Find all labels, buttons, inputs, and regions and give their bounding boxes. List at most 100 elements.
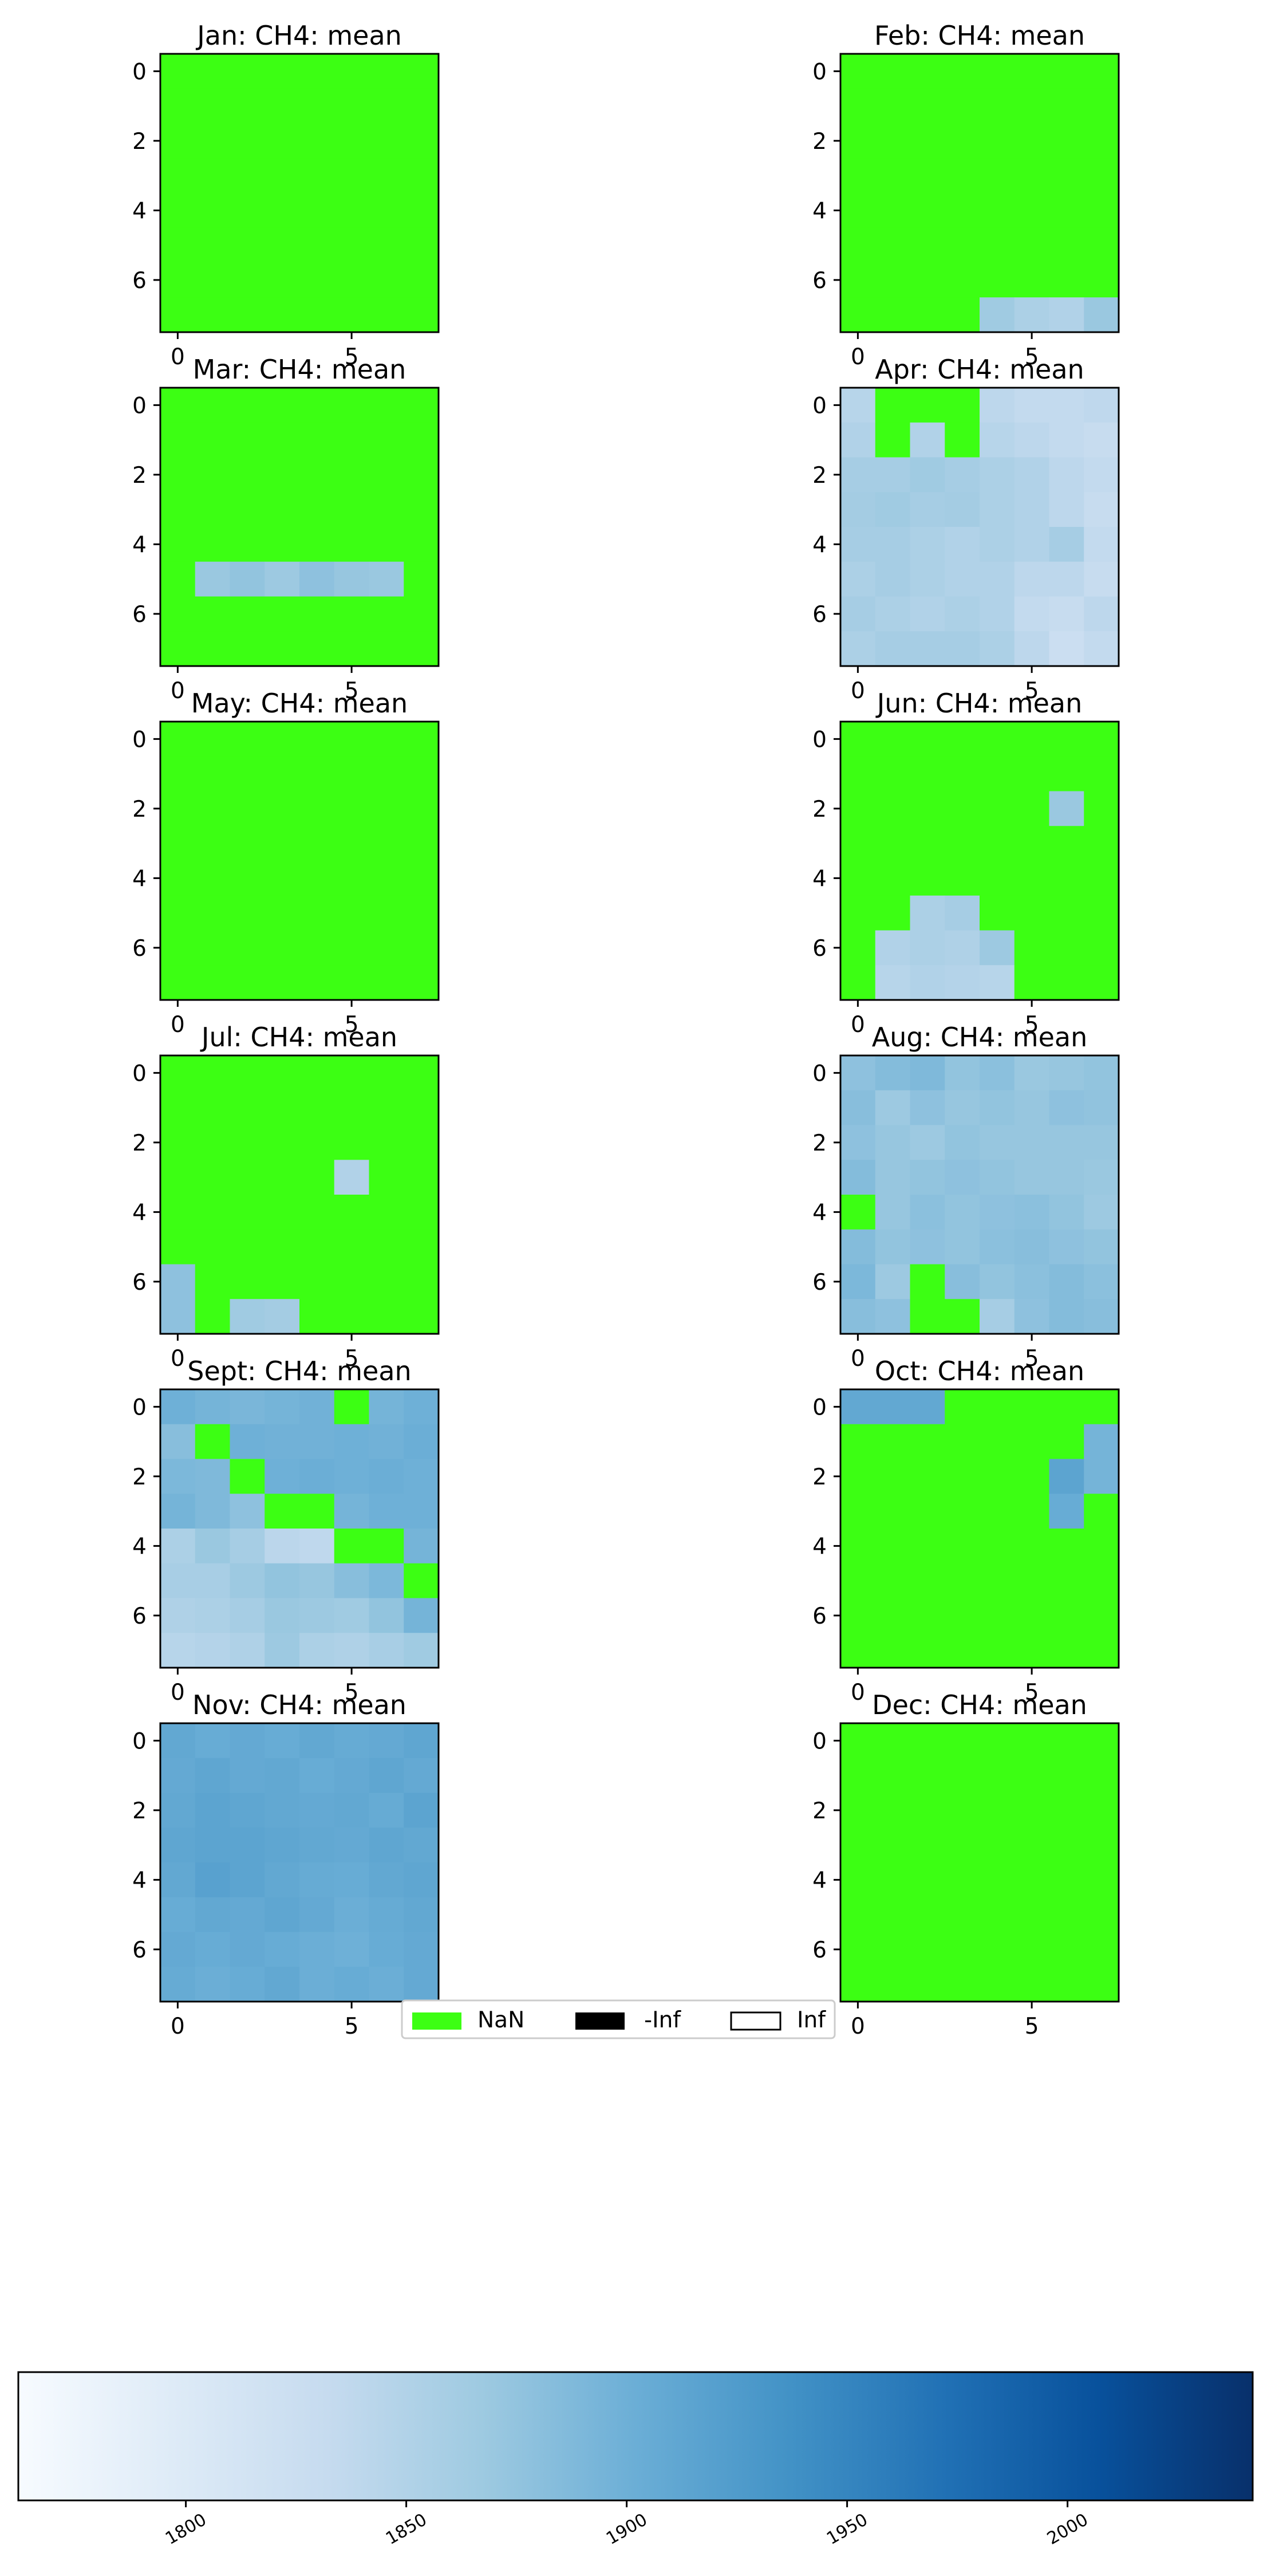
heatmap-cell	[195, 930, 230, 966]
heatmap-cell	[840, 422, 876, 458]
y-tick-label: 2	[132, 1131, 147, 1156]
heatmap-cell	[980, 1494, 1015, 1529]
heatmap-cell	[910, 1897, 945, 1932]
heatmap-cell	[1084, 262, 1119, 298]
heatmap-cell	[404, 1389, 439, 1425]
heatmap-cell	[1084, 791, 1119, 826]
x-tick-label: 5	[345, 1680, 359, 1705]
heatmap-cell	[1049, 1598, 1084, 1633]
heatmap-cell	[160, 158, 196, 194]
heatmap-cell	[160, 791, 196, 826]
heatmap-cell	[945, 193, 980, 229]
heatmap-cell	[195, 527, 230, 562]
panel-title: Mar: CH4: mean	[193, 354, 406, 385]
heatmap-cell	[980, 930, 1015, 966]
heatmap-cell	[840, 965, 876, 1001]
heatmap-cell	[230, 1827, 265, 1863]
heatmap-cell	[160, 1264, 196, 1299]
heatmap-cell	[1084, 1862, 1119, 1898]
heatmap-cell	[980, 561, 1015, 597]
heatmap-cell	[404, 527, 439, 562]
heatmap-cell	[160, 930, 196, 966]
heatmap-cell	[404, 930, 439, 966]
heatmap-cell	[334, 861, 369, 896]
heatmap-cell	[910, 1932, 945, 1967]
heatmap-cell	[840, 596, 876, 632]
heatmap-cell	[404, 895, 439, 931]
heatmap-cell	[404, 631, 439, 667]
heatmap-cell	[875, 1160, 910, 1195]
heatmap-cell	[875, 561, 910, 597]
heatmap-cell	[980, 1229, 1015, 1265]
heatmap-cell	[334, 388, 369, 423]
heatmap-cell	[1084, 123, 1119, 159]
heatmap-cell	[875, 631, 910, 667]
heatmap-cell	[1084, 1160, 1119, 1195]
heatmap-cell	[334, 930, 369, 966]
heatmap-cell	[1084, 1827, 1119, 1863]
heatmap-cell	[230, 1563, 265, 1598]
heatmap-cell	[299, 54, 335, 89]
x-tick-label: 5	[345, 1012, 359, 1038]
heatmap-cell	[195, 1633, 230, 1668]
heatmap-cell	[840, 262, 876, 298]
heatmap-panel: Oct: CH4: mean 0 2 4 6 0 5	[812, 1356, 1120, 1705]
heatmap-cell	[945, 88, 980, 124]
heatmap-cell	[230, 457, 265, 493]
colorbar: 1800 1850 1900 1950 2000	[17, 2371, 1254, 2549]
heatmap-cell	[195, 422, 230, 458]
heatmap-cell	[1014, 1897, 1049, 1932]
heatmap-cell	[1014, 965, 1049, 1001]
heatmap-cell	[160, 1862, 196, 1898]
heatmap-cell	[1014, 88, 1049, 124]
heatmap-cell	[369, 861, 404, 896]
colorbar-tick-label: 1800	[162, 2510, 210, 2549]
heatmap-cell	[404, 1160, 439, 1195]
heatmap-cell	[910, 262, 945, 298]
heatmap-cell	[1014, 1932, 1049, 1967]
heatmap-cell	[404, 1459, 439, 1494]
heatmap-cell	[875, 1633, 910, 1668]
heatmap-cell	[195, 1229, 230, 1265]
heatmap-cell	[334, 1055, 369, 1091]
heatmap-cell	[1049, 297, 1084, 333]
heatmap-cell	[404, 1299, 439, 1334]
heatmap-cell	[1014, 1494, 1049, 1529]
heatmap-cell	[299, 965, 335, 1001]
heatmap-cell	[980, 527, 1015, 562]
heatmap-cell	[404, 1125, 439, 1160]
heatmap-cell	[945, 262, 980, 298]
heatmap-cell	[945, 1633, 980, 1668]
heatmap-cell	[265, 861, 300, 896]
heatmap-cell	[265, 88, 300, 124]
heatmap-cell	[265, 54, 300, 89]
heatmap-cell	[334, 1529, 369, 1564]
heatmap-panel: Nov: CH4: mean 0 2 4 6 0 5	[132, 1689, 440, 2039]
heatmap-cell	[369, 1827, 404, 1863]
heatmap-cell	[840, 1793, 876, 1828]
heatmap-panel: Jan: CH4: mean 0 2 4 6 0 5	[132, 20, 440, 370]
colorbar-tick-label: 2000	[1044, 2510, 1092, 2549]
heatmap-cell	[230, 1459, 265, 1494]
heatmap-cell	[369, 1090, 404, 1125]
heatmap-cell	[1014, 861, 1049, 896]
heatmap-cell	[299, 1055, 335, 1091]
heatmap-cell	[840, 1459, 876, 1494]
heatmap-cell	[1084, 1389, 1119, 1425]
heatmap-cell	[160, 1897, 196, 1932]
heatmap-cell	[1049, 631, 1084, 667]
heatmap-cell	[195, 297, 230, 333]
heatmap-cell	[230, 1793, 265, 1828]
panel-title: Apr: CH4: mean	[875, 354, 1084, 385]
x-tick-label: 0	[851, 678, 865, 704]
y-tick-label: 2	[812, 463, 827, 489]
heatmap-panel: Jun: CH4: mean 0 2 4 6 0 5	[812, 688, 1120, 1038]
heatmap-cell	[1014, 1160, 1049, 1195]
heatmap-cell	[160, 123, 196, 159]
heatmap-cell	[265, 1827, 300, 1863]
heatmap-cell	[195, 1758, 230, 1793]
heatmap-panel: Aug: CH4: mean 0 2 4 6 0 5	[812, 1022, 1120, 1372]
heatmap-cell	[195, 227, 230, 263]
y-tick-label: 2	[132, 129, 147, 155]
heatmap-cell	[875, 422, 910, 458]
